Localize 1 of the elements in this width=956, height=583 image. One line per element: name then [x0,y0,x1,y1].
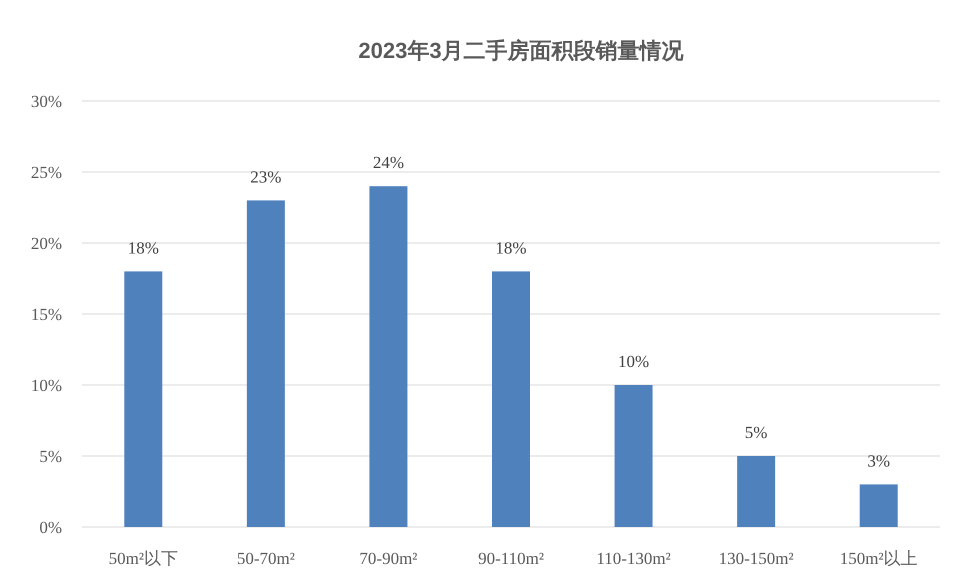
title: 2023年3月二手房面积段销量情况 [358,38,684,63]
